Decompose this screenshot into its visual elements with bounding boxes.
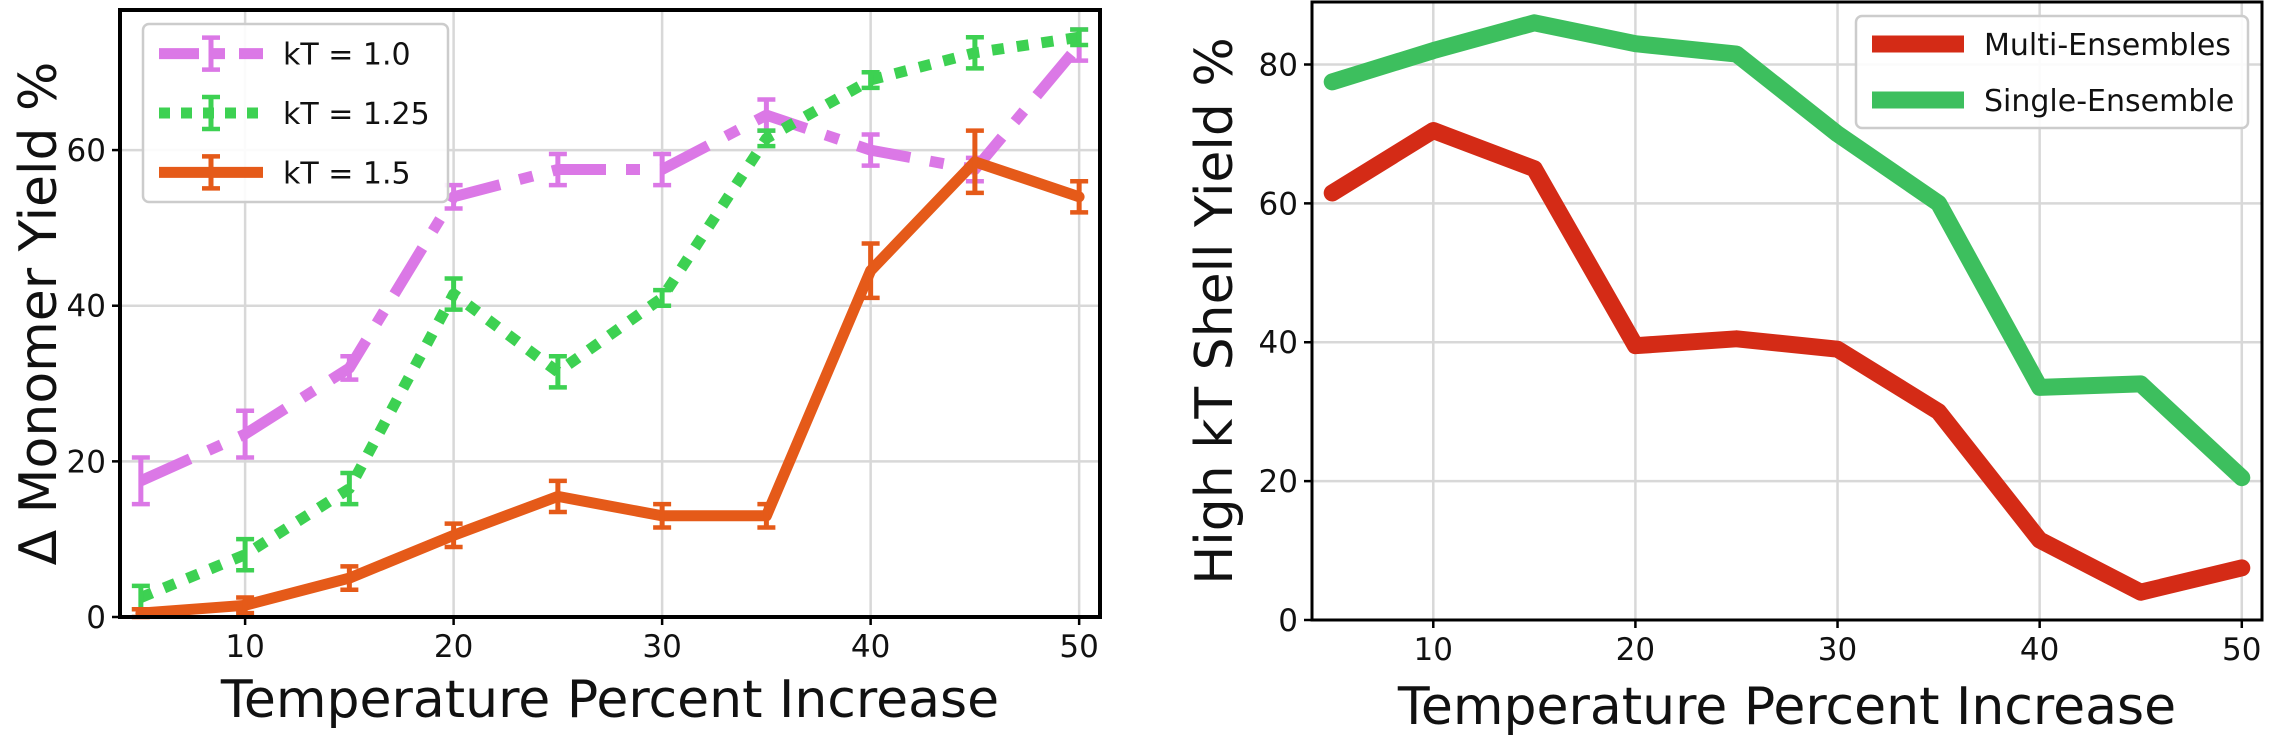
x-axis-title: Temperature Percent Increase bbox=[1397, 677, 2176, 737]
legend: Multi-Ensembles Single-Ensemble bbox=[1854, 14, 2250, 130]
y-tick-label: 20 bbox=[67, 444, 106, 480]
series-line bbox=[135, 156, 1085, 619]
y-axis-title: High kT Shell Yield % bbox=[1185, 37, 1245, 585]
y-axis-title: Δ Monomer Yield % bbox=[9, 62, 69, 566]
legend-label: kT = 1.5 bbox=[283, 156, 411, 191]
series-kt-1-0 bbox=[131, 27, 1089, 507]
legend-label: Single-Ensemble bbox=[1984, 84, 2234, 119]
y-tick-label: 80 bbox=[1259, 47, 1298, 83]
x-tick-label: 50 bbox=[2222, 632, 2261, 668]
x-tick-label: 40 bbox=[2020, 632, 2059, 668]
legend: kT = 1.0 kT = 1.25 kT = 1.5 bbox=[141, 22, 450, 204]
y-tick-label: 40 bbox=[67, 289, 106, 325]
y-tick-label: 0 bbox=[1278, 603, 1298, 639]
x-axis-title: Temperature Percent Increase bbox=[220, 670, 999, 730]
y-tick-label: 0 bbox=[86, 600, 106, 636]
y-tick-label: 20 bbox=[1259, 464, 1298, 500]
x-tick-label: 50 bbox=[1059, 629, 1098, 665]
chart-left-monomer-yield: 10 20 30 40 50 0 20 40 60 Temperature Percent Inc… bbox=[9, 8, 1102, 730]
x-tick-label: 10 bbox=[225, 629, 264, 665]
x-tick-label: 30 bbox=[1818, 632, 1857, 668]
x-tick-label: 10 bbox=[1414, 632, 1453, 668]
chart-right-shell-yield: 10 20 30 40 50 0 20 40 60 80 Temperature Percent I… bbox=[1185, 0, 2264, 737]
legend-label: Multi-Ensembles bbox=[1984, 28, 2231, 63]
x-tick-label: 20 bbox=[1616, 632, 1655, 668]
legend-label: kT = 1.25 bbox=[283, 97, 430, 132]
x-tick-label: 20 bbox=[434, 629, 473, 665]
series-multi-ensembles bbox=[1323, 122, 2251, 601]
series-line bbox=[1323, 122, 2251, 601]
axes-frame bbox=[1310, 0, 2264, 622]
x-tick-label: 30 bbox=[642, 629, 681, 665]
series-single-ensemble bbox=[1323, 14, 2251, 487]
x-tick-label: 40 bbox=[851, 629, 890, 665]
legend-label: kT = 1.0 bbox=[283, 38, 411, 73]
y-tick-label: 40 bbox=[1259, 325, 1298, 361]
axes-frame bbox=[118, 8, 1102, 619]
series-line bbox=[138, 31, 1080, 603]
series-line bbox=[1323, 14, 2251, 487]
y-tick-label: 60 bbox=[67, 133, 106, 169]
y-tick-label: 60 bbox=[1259, 186, 1298, 222]
